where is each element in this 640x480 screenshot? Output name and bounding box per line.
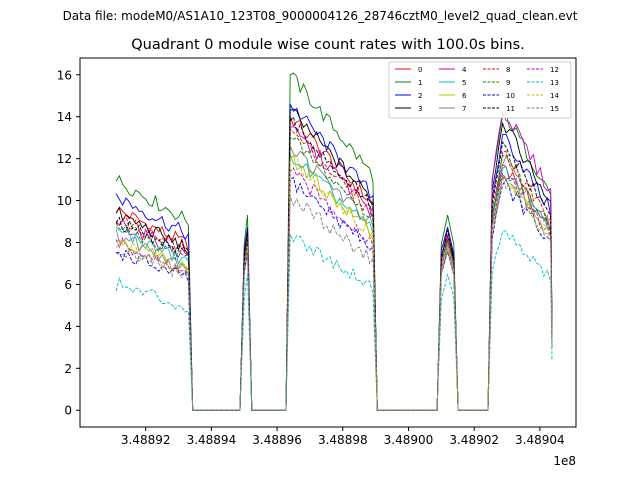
x-tick-label: 3.48892 bbox=[121, 433, 171, 447]
legend-label: 9 bbox=[506, 79, 510, 87]
y-tick-label: 12 bbox=[57, 152, 72, 166]
y-tick-label: 2 bbox=[64, 362, 72, 376]
y-tick-label: 0 bbox=[64, 404, 72, 418]
x-tick-label: 3.48904 bbox=[515, 433, 565, 447]
y-tick-label: 4 bbox=[64, 320, 72, 334]
legend-label: 4 bbox=[462, 66, 467, 74]
legend-label: 10 bbox=[506, 92, 515, 100]
legend-label: 6 bbox=[462, 92, 467, 100]
x-axis: 3.48892 3.48894 3.48896 3.48898 3.48900 3.489… bbox=[121, 427, 565, 447]
y-tick-label: 10 bbox=[57, 194, 72, 208]
y-tick-label: 8 bbox=[64, 236, 72, 250]
x-tick-label: 3.48902 bbox=[449, 433, 499, 447]
y-tick-label: 6 bbox=[64, 278, 72, 292]
legend-label: 12 bbox=[550, 66, 559, 74]
series-line-14 bbox=[115, 155, 553, 411]
series-line-3 bbox=[115, 108, 553, 411]
legend-label: 5 bbox=[462, 79, 466, 87]
series-line-4 bbox=[115, 110, 553, 411]
series-line-12 bbox=[115, 167, 553, 411]
legend-label: 13 bbox=[550, 79, 559, 87]
x-tick-label: 3.48894 bbox=[187, 433, 237, 447]
legend-label: 8 bbox=[506, 66, 510, 74]
legend-label: 2 bbox=[418, 92, 422, 100]
y-tick-label: 14 bbox=[57, 110, 72, 124]
suptitle: Data file: modeM0/AS1A10_123T08_90000041… bbox=[63, 9, 578, 23]
series-line-6 bbox=[116, 154, 553, 411]
series-layer bbox=[115, 72, 553, 411]
x-tick-label: 3.48900 bbox=[384, 433, 434, 447]
series-line-13 bbox=[115, 230, 553, 411]
x-tick-label: 3.48898 bbox=[318, 433, 368, 447]
legend-label: 15 bbox=[550, 105, 559, 113]
series-line-11 bbox=[115, 116, 553, 411]
plot-area bbox=[79, 57, 577, 428]
series-line-5 bbox=[115, 154, 553, 411]
legend-label: 0 bbox=[418, 66, 422, 74]
series-line-15 bbox=[115, 175, 553, 411]
y-tick-label: 16 bbox=[57, 68, 72, 82]
y-axis: 0 2 4 6 8 10 12 14 16 bbox=[57, 68, 80, 418]
series-line-7 bbox=[115, 145, 553, 411]
series-line-2 bbox=[115, 103, 553, 411]
legend-frame bbox=[388, 61, 572, 119]
legend-label: 1 bbox=[418, 79, 422, 87]
chart-title: Quadrant 0 module wise count rates with … bbox=[131, 37, 525, 53]
series-line-9 bbox=[115, 136, 553, 411]
legend-label: 14 bbox=[550, 92, 559, 100]
x-offset-label: 1e8 bbox=[553, 454, 576, 468]
legend-label: 11 bbox=[506, 105, 515, 113]
legend-label: 7 bbox=[462, 105, 466, 113]
legend-label: 3 bbox=[418, 105, 422, 113]
x-tick-label: 3.48896 bbox=[252, 433, 302, 447]
series-line-8 bbox=[115, 128, 553, 411]
